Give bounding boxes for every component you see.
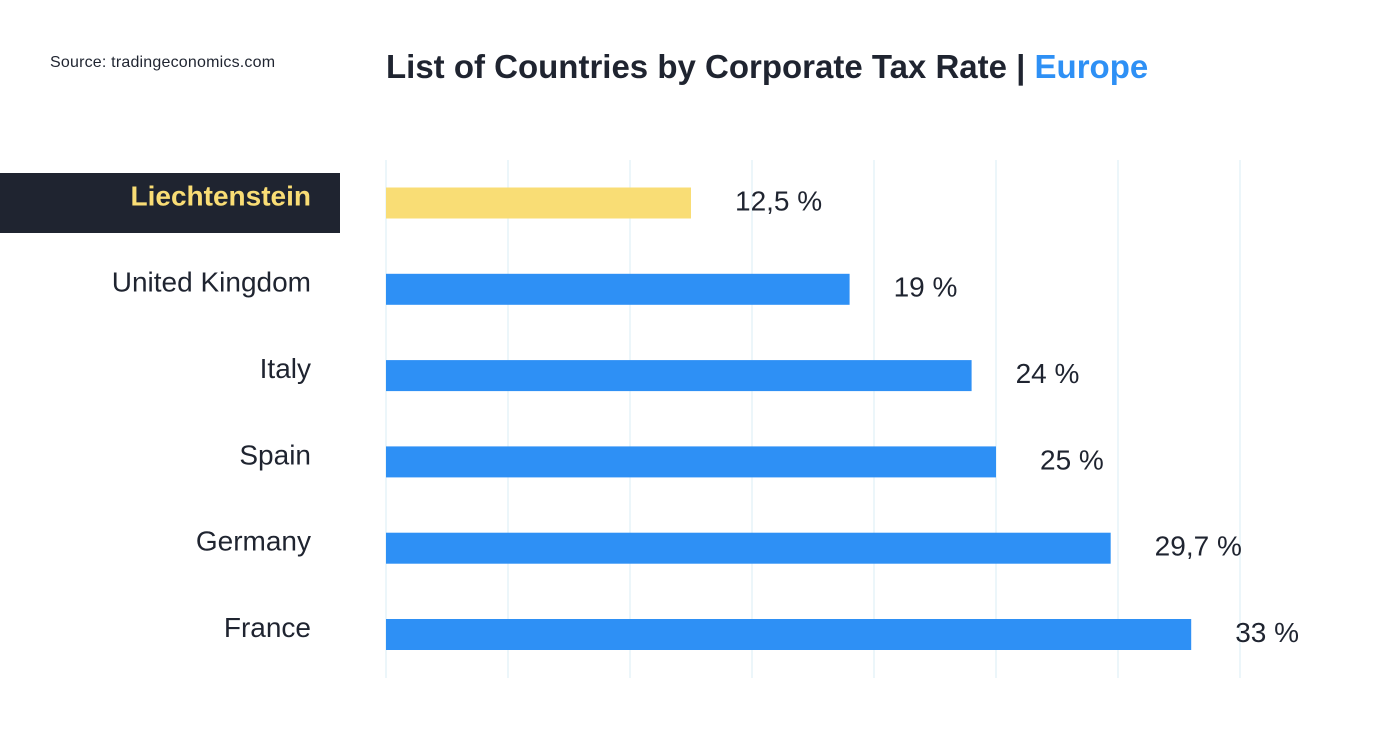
- source-label: Source: tradingeconomics.com: [50, 54, 276, 71]
- bar: [386, 360, 972, 392]
- category-label: United Kingdom: [112, 267, 311, 298]
- bar: [386, 273, 850, 305]
- chart-title: List of Countries by Corporate Tax Rate …: [386, 48, 1148, 86]
- value-label: 19 %: [894, 272, 958, 303]
- category-label: Liechtenstein: [131, 180, 311, 211]
- category-label: Italy: [260, 353, 311, 384]
- bar: [386, 532, 1111, 564]
- value-label: 12,5 %: [735, 185, 822, 216]
- category-label: France: [224, 612, 311, 643]
- bar: [386, 619, 1192, 650]
- category-label: Spain: [239, 439, 311, 470]
- chart-title-accent: Europe: [1034, 48, 1149, 85]
- highlight-label-background: [0, 173, 340, 233]
- bar: [386, 446, 996, 478]
- value-label: 25 %: [1040, 444, 1104, 475]
- value-label: 24 %: [1016, 358, 1080, 389]
- value-label: 33 %: [1235, 617, 1299, 648]
- category-label: Germany: [196, 526, 311, 557]
- value-label: 29,7 %: [1155, 531, 1242, 562]
- chart-title-main: List of Countries by Corporate Tax Rate …: [386, 48, 1035, 85]
- bar: [386, 187, 691, 219]
